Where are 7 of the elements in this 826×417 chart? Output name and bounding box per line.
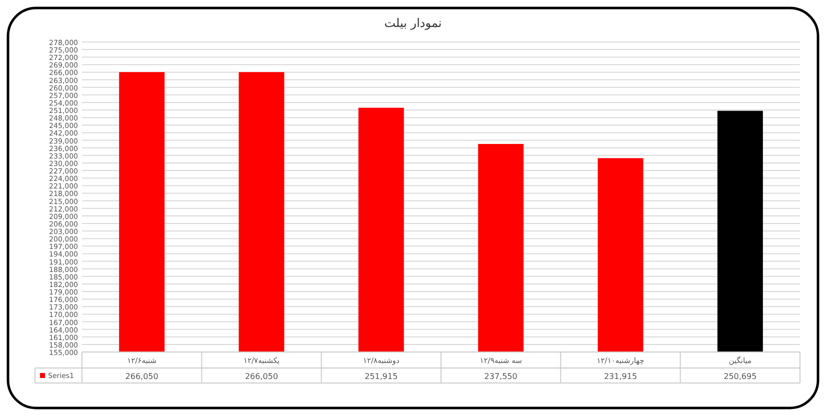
data-label: 251,915 <box>364 372 398 381</box>
data-label: 266,050 <box>244 372 278 381</box>
data-label: 250,695 <box>724 372 757 381</box>
chart-title: نمودار بیلت <box>384 16 442 30</box>
data-label: 237,550 <box>484 372 518 381</box>
data-label: 266,050 <box>125 372 158 381</box>
data-label: 231,915 <box>604 372 638 381</box>
